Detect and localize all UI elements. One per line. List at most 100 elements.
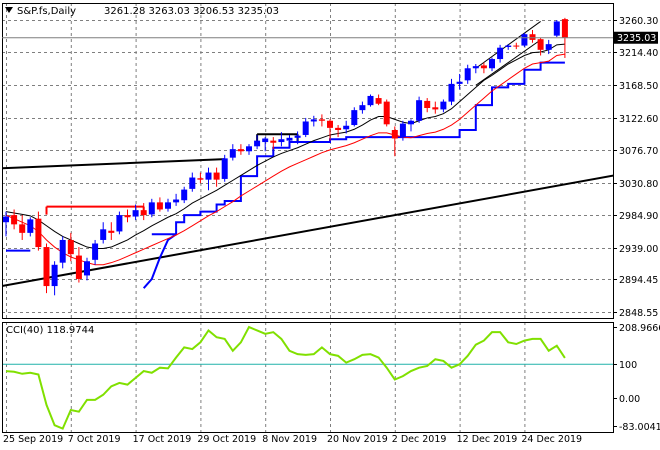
- trendline: [2, 158, 225, 170]
- bear-candle-body: [318, 119, 325, 121]
- candle[interactable]: [448, 78, 455, 106]
- candle[interactable]: [497, 44, 504, 63]
- price-tick-label: 3076.70: [619, 146, 658, 157]
- bull-candle-body: [92, 243, 99, 260]
- candle[interactable]: [440, 99, 447, 113]
- bear-candle-body: [124, 215, 131, 218]
- time-tick-label: 24 Dec 2019: [521, 434, 582, 445]
- cci-tick-label: 100: [619, 360, 637, 371]
- candle[interactable]: [367, 94, 374, 107]
- bull-candle-body: [84, 261, 90, 276]
- candle[interactable]: [197, 172, 204, 184]
- candle[interactable]: [92, 239, 99, 265]
- bull-candle-body: [27, 219, 34, 233]
- candle[interactable]: [432, 101, 439, 114]
- candle[interactable]: [383, 99, 390, 127]
- bull-candle-body: [310, 119, 317, 122]
- time-tick-label: 25 Sep 2019: [3, 434, 63, 445]
- candle[interactable]: [294, 131, 301, 145]
- fast-ma-line: [5, 43, 565, 249]
- price-tick-label: 3168.50: [619, 81, 658, 92]
- candle[interactable]: [416, 96, 423, 123]
- candle[interactable]: [545, 39, 552, 55]
- price-tick-label: 3214.40: [619, 48, 658, 59]
- candle[interactable]: [254, 134, 261, 150]
- candle[interactable]: [173, 193, 180, 206]
- candle[interactable]: [375, 94, 382, 106]
- time-tick-label: 7 Oct 2019: [68, 434, 121, 445]
- trendlines: [2, 21, 613, 288]
- candle[interactable]: [408, 119, 414, 132]
- bull-candle-body: [148, 202, 155, 215]
- candle[interactable]: [505, 44, 512, 50]
- candle[interactable]: [513, 42, 520, 50]
- candle[interactable]: [75, 247, 82, 283]
- candle[interactable]: [278, 132, 285, 147]
- candle[interactable]: [521, 32, 528, 47]
- candle[interactable]: [19, 215, 26, 240]
- bull-candle-body: [343, 125, 350, 130]
- candle[interactable]: [359, 101, 366, 114]
- bull-candle-body: [116, 215, 123, 232]
- cci-panel-frame: [2, 322, 614, 433]
- time-tick-label: 20 Nov 2019: [327, 434, 388, 445]
- candle[interactable]: [553, 20, 560, 38]
- candle[interactable]: [27, 217, 34, 237]
- candle[interactable]: [3, 211, 9, 237]
- candle[interactable]: [213, 167, 220, 187]
- candle[interactable]: [391, 126, 398, 157]
- candle[interactable]: [132, 204, 139, 221]
- candle[interactable]: [310, 115, 317, 127]
- candle[interactable]: [59, 236, 66, 269]
- candles[interactable]: [3, 17, 568, 296]
- candle[interactable]: [472, 64, 479, 74]
- bull-candle-body: [472, 66, 479, 69]
- candle[interactable]: [140, 203, 147, 221]
- candle[interactable]: [11, 209, 18, 230]
- candle[interactable]: [537, 37, 544, 56]
- candle[interactable]: [327, 119, 333, 141]
- candle[interactable]: [229, 144, 236, 161]
- cci-tick-label: 208.9666: [619, 323, 660, 334]
- candle[interactable]: [262, 137, 269, 152]
- candle[interactable]: [51, 261, 58, 296]
- candle[interactable]: [189, 172, 196, 192]
- candle[interactable]: [205, 167, 212, 191]
- bear-candle-body: [19, 224, 26, 233]
- candle[interactable]: [399, 120, 406, 141]
- candle[interactable]: [35, 211, 42, 251]
- candle[interactable]: [286, 134, 293, 148]
- candle[interactable]: [237, 144, 244, 155]
- candle[interactable]: [464, 64, 471, 84]
- candle[interactable]: [221, 154, 228, 182]
- candle[interactable]: [343, 120, 350, 134]
- candle[interactable]: [148, 198, 155, 218]
- candle[interactable]: [124, 209, 131, 223]
- cci-tick-label: 0.00: [619, 394, 640, 405]
- bear-candle-body: [43, 247, 50, 287]
- candle[interactable]: [116, 211, 123, 235]
- candle[interactable]: [529, 29, 536, 43]
- candle[interactable]: [108, 222, 115, 240]
- candle[interactable]: [43, 243, 50, 294]
- candle[interactable]: [489, 57, 495, 72]
- candle[interactable]: [335, 125, 342, 138]
- support-ramp-line: [142, 233, 177, 289]
- candle[interactable]: [480, 62, 487, 74]
- candle[interactable]: [100, 222, 107, 244]
- candle[interactable]: [246, 144, 252, 155]
- candle[interactable]: [67, 232, 74, 262]
- candle[interactable]: [351, 107, 358, 127]
- candle[interactable]: [424, 98, 431, 113]
- grid-lines: [2, 3, 613, 432]
- candle[interactable]: [156, 197, 163, 212]
- candle[interactable]: [302, 117, 309, 138]
- candle[interactable]: [84, 257, 90, 281]
- candle[interactable]: [165, 198, 171, 212]
- candle[interactable]: [181, 186, 188, 204]
- candle[interactable]: [456, 73, 463, 90]
- bull-candle-body: [229, 149, 236, 158]
- bull-candle-body: [440, 101, 447, 110]
- candle[interactable]: [270, 137, 277, 150]
- candle[interactable]: [318, 114, 325, 127]
